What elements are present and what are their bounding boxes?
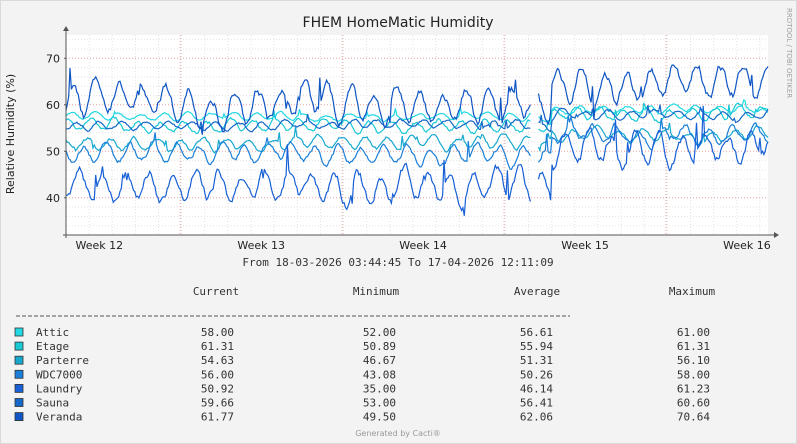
y-axis-arrow	[63, 26, 69, 31]
legend-value: 50.26	[520, 368, 553, 381]
legend-value: 56.00	[201, 368, 234, 381]
series-line-sauna	[65, 104, 769, 133]
y-tick-label: 60	[46, 99, 60, 112]
legend-swatch	[14, 383, 24, 393]
legend-value: 56.61	[520, 326, 553, 339]
legend-value: 50.92	[201, 382, 234, 395]
series-line-laundry	[66, 105, 769, 216]
legend-value: 52.00	[363, 326, 396, 339]
x-tick-label: Week 13	[237, 239, 285, 252]
y-tick-label: 50	[46, 145, 60, 158]
x-tick-label: Week 14	[399, 239, 447, 252]
legend-column-header: Maximum	[669, 285, 716, 298]
x-tick-label: Week 12	[75, 239, 123, 252]
legend-value: 43.08	[363, 368, 396, 381]
legend-series-name: Veranda	[36, 411, 82, 424]
plot-area	[66, 35, 768, 235]
legend-series-name: WDC7000	[36, 368, 82, 381]
legend-value: 58.00	[677, 368, 710, 381]
axis-layer: 40 50 60 70 Week 12 Week 13 Week 14 Week 15 Week…	[46, 26, 779, 252]
legend-value: 55.94	[520, 340, 553, 353]
legend-swatch	[14, 341, 24, 351]
legend-series-name: Parterre	[36, 354, 89, 367]
y-axis-label: Relative Humidity (%)	[4, 74, 17, 194]
series-line-veranda	[65, 64, 769, 135]
legend-value: 50.89	[363, 340, 396, 353]
legend-column-header: Current	[193, 285, 239, 298]
legend-column-header: Minimum	[353, 285, 400, 298]
legend-value: 51.31	[520, 354, 553, 367]
legend-table: Current Minimum Average Maximum Attic 58.00 52…	[14, 285, 716, 424]
legend-series-name: Etage	[36, 340, 69, 353]
legend-series-name: Attic	[36, 326, 69, 339]
legend-value: 62.06	[520, 411, 553, 424]
legend-value: 56.41	[520, 397, 553, 410]
legend-column-header: Average	[514, 285, 560, 298]
legend-series-name: Sauna	[36, 397, 69, 410]
legend-value: 46.14	[520, 382, 553, 395]
legend-value: 61.23	[677, 382, 710, 395]
legend-value: 35.00	[363, 382, 396, 395]
x-tick-label: Week 15	[561, 239, 609, 252]
chart-title: FHEM HomeMatic Humidity	[303, 15, 494, 31]
legend-value: 59.66	[201, 397, 234, 410]
legend-value: 61.31	[677, 340, 710, 353]
legend-series-name: Laundry	[36, 382, 83, 395]
series-line-etage	[65, 102, 769, 135]
legend-swatch	[14, 327, 24, 337]
legend-swatch	[14, 398, 24, 407]
legend-value: 58.00	[201, 326, 234, 339]
legend-value: 49.50	[363, 411, 396, 424]
series-layer	[65, 64, 769, 216]
rrdtool-watermark: RRDTOOL / TOBI OETIKER	[785, 8, 793, 98]
y-tick-label: 70	[46, 52, 60, 65]
x-axis-arrow	[774, 232, 779, 238]
y-tick-label: 40	[46, 192, 60, 205]
legend-swatch	[14, 369, 24, 379]
legend-swatch	[14, 412, 24, 422]
legend-value: 60.60	[677, 397, 710, 410]
legend-swatch	[14, 355, 24, 365]
legend-value: 54.63	[201, 354, 234, 367]
legend-value: 61.31	[201, 340, 234, 353]
legend-value: 61.77	[201, 411, 234, 424]
period-text: From 18-03-2026 03:44:45 To 17-04-2026 1…	[242, 256, 553, 269]
legend-value: 46.67	[363, 354, 396, 367]
generated-by-footer: Generated by Cacti®	[355, 429, 441, 438]
x-tick-label: Week 16	[723, 239, 771, 252]
legend-value: 61.00	[677, 326, 710, 339]
legend-value: 70.64	[677, 411, 710, 424]
legend-value: 56.10	[677, 354, 710, 367]
legend-value: 53.00	[363, 397, 396, 410]
